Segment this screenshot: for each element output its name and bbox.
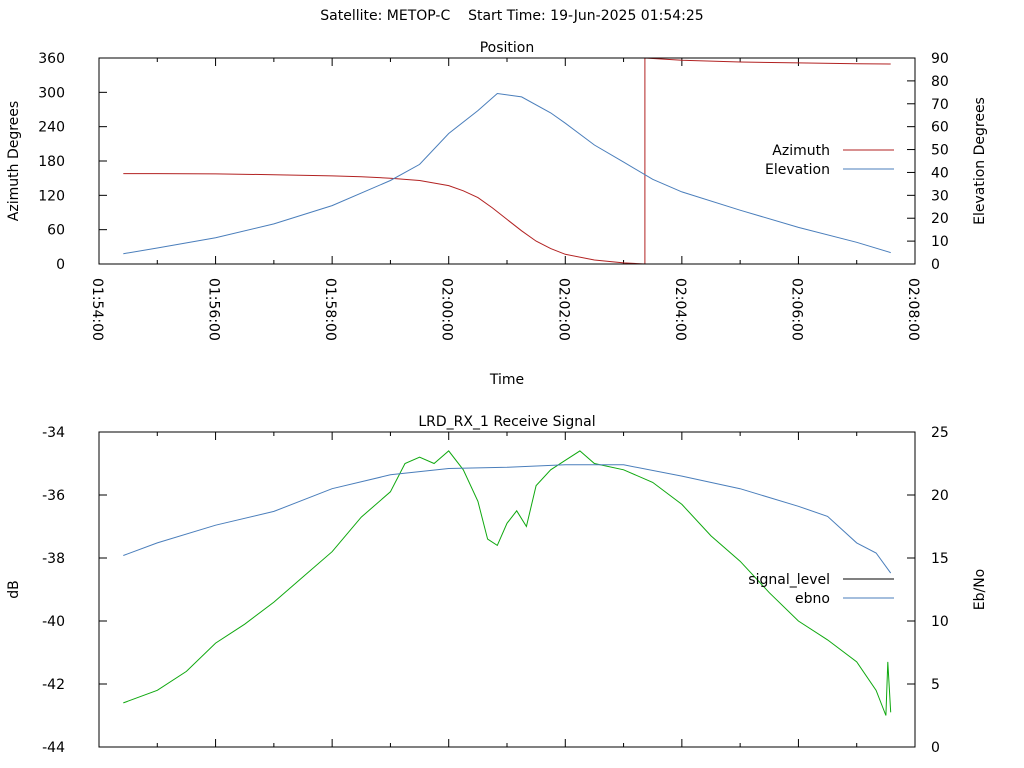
legend-label-azimuth: Azimuth bbox=[772, 143, 830, 159]
left-tick-label: -34 bbox=[42, 425, 65, 441]
left-tick-label: 360 bbox=[38, 51, 65, 67]
left-tick-label: -36 bbox=[42, 488, 65, 504]
right-tick-label: 0 bbox=[931, 257, 940, 273]
right-tick-label: 60 bbox=[931, 120, 949, 136]
legend-label-elevation: Elevation bbox=[765, 162, 830, 178]
position-chart-series bbox=[123, 57, 891, 265]
right-tick-label: 40 bbox=[931, 165, 949, 181]
right-tick-label: 90 bbox=[931, 51, 949, 67]
x-tick-label: 02:02:00 bbox=[555, 278, 571, 341]
receive-signal-chart-title: LRD_RX_1 Receive Signal bbox=[418, 414, 595, 430]
azimuth-axis-label: Azimuth Degrees bbox=[6, 101, 22, 221]
left-tick-label: 60 bbox=[47, 223, 65, 239]
receive-signal-chart-frame bbox=[98, 431, 916, 748]
right-tick-label: 10 bbox=[931, 614, 949, 630]
left-tick-label: 300 bbox=[38, 85, 65, 101]
right-tick-label: 50 bbox=[931, 143, 949, 159]
right-tick-label: 30 bbox=[931, 188, 949, 204]
right-tick-label: 0 bbox=[931, 740, 940, 756]
title-start-time: Start Time: 19-Jun-2025 01:54:25 bbox=[468, 8, 704, 24]
left-tick-label: -42 bbox=[42, 677, 65, 693]
left-tick-label: 240 bbox=[38, 120, 65, 136]
receive-signal-chart: LRD_RX_1 Receive Signal dB Eb/No -44 -42 -… bbox=[6, 414, 988, 756]
position-chart: Position Azimuth Degrees Elevation Degre… bbox=[6, 40, 988, 388]
x-tick-label: 02:06:00 bbox=[788, 278, 804, 341]
right-tick-label: 5 bbox=[931, 677, 940, 693]
right-tick-label: 10 bbox=[931, 234, 949, 250]
left-tick-label: 0 bbox=[56, 257, 65, 273]
x-tick-label: 02:04:00 bbox=[672, 278, 688, 341]
left-tick-label: 180 bbox=[38, 154, 65, 170]
position-chart-ticks: 0 60 120 180 240 300 360 0 10 20 30 40 50 60 70 80 90 01:… bbox=[38, 51, 949, 341]
position-chart-title: Position bbox=[480, 40, 535, 56]
right-tick-label: 70 bbox=[931, 97, 949, 113]
receive-signal-chart-series bbox=[123, 450, 892, 716]
x-tick-label: 01:58:00 bbox=[322, 278, 338, 341]
db-axis-label: dB bbox=[6, 580, 22, 599]
left-tick-label: -44 bbox=[42, 740, 65, 756]
position-chart-frame bbox=[98, 57, 916, 265]
right-tick-label: 15 bbox=[931, 551, 949, 567]
position-chart-legend: Azimuth Elevation bbox=[765, 143, 894, 178]
right-tick-label: 20 bbox=[931, 211, 949, 227]
right-tick-label: 25 bbox=[931, 425, 949, 441]
right-tick-label: 20 bbox=[931, 488, 949, 504]
legend-label-ebno: ebno bbox=[795, 591, 830, 607]
page-title: Satellite: METOP-C Start Time: 19-Jun-20… bbox=[0, 8, 1024, 24]
x-tick-label: 02:00:00 bbox=[439, 278, 455, 341]
elevation-axis-label: Elevation Degrees bbox=[972, 97, 988, 225]
x-tick-label: 01:56:00 bbox=[206, 278, 222, 341]
x-tick-label: 01:54:00 bbox=[89, 278, 105, 341]
right-tick-label: 80 bbox=[931, 74, 949, 90]
series-line-ebno bbox=[123, 464, 892, 574]
left-tick-label: -38 bbox=[42, 551, 65, 567]
series-line-azimuth bbox=[123, 57, 891, 265]
series-line-signal-level bbox=[123, 450, 892, 716]
left-tick-label: -40 bbox=[42, 614, 65, 630]
x-tick-label: 02:08:00 bbox=[905, 278, 921, 341]
left-tick-label: 120 bbox=[38, 188, 65, 204]
series-line-elevation bbox=[123, 92, 891, 255]
legend-label-signal-level: signal_level bbox=[748, 572, 830, 588]
time-axis-label: Time bbox=[489, 372, 524, 388]
ebno-axis-label: Eb/No bbox=[972, 569, 988, 611]
title-satellite: Satellite: METOP-C bbox=[320, 8, 451, 24]
